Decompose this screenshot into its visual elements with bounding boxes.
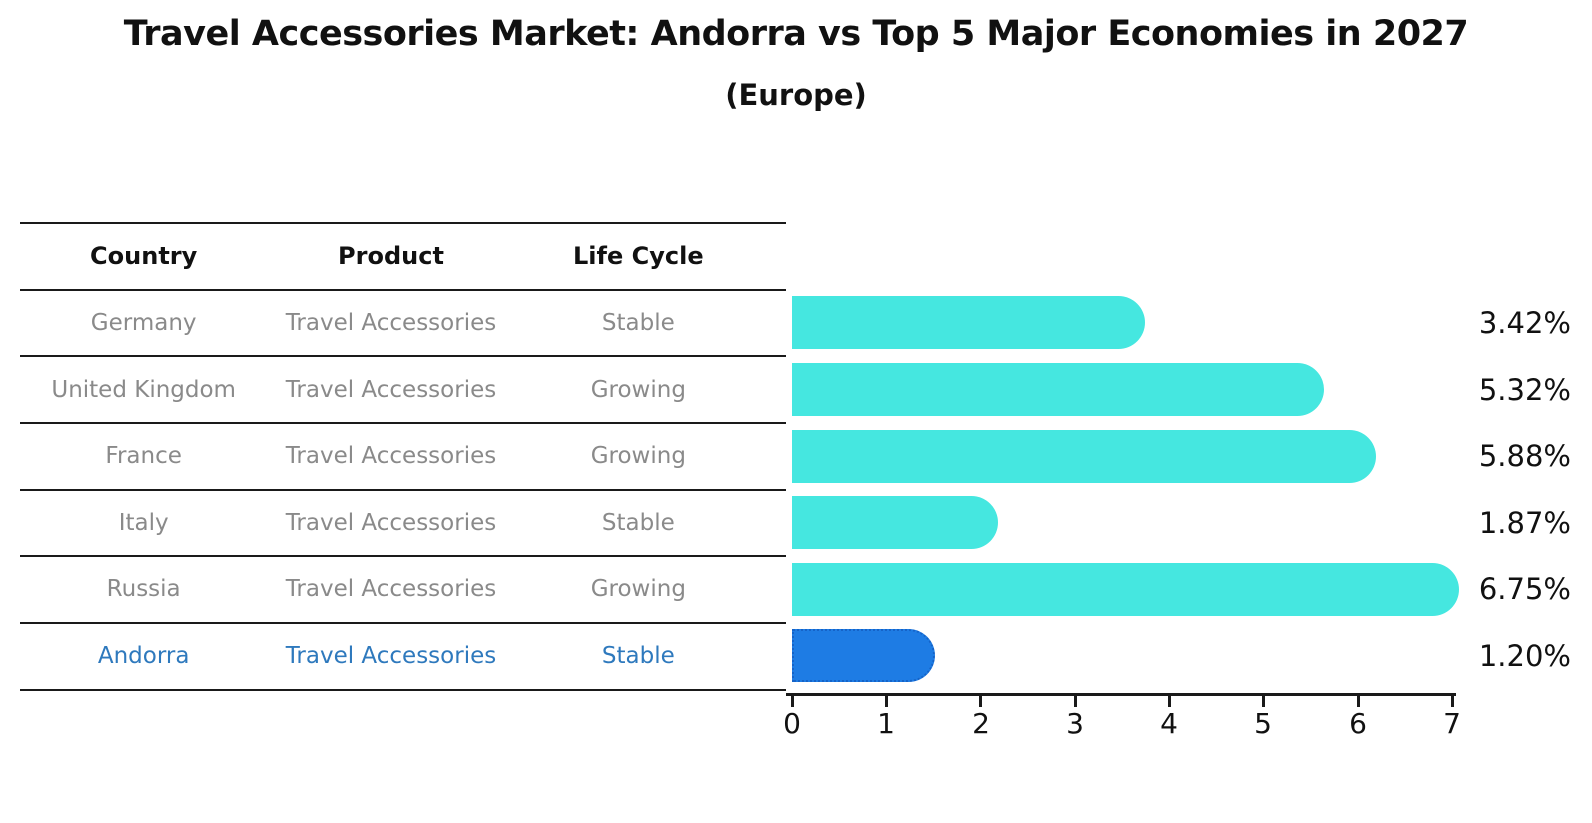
cell-product: Travel Accessories [285,510,497,536]
table-row-italy: Italy Travel Accessories Stable [20,508,762,538]
header-life-cycle: Life Cycle [573,242,704,270]
x-tick [885,693,888,707]
x-tick-label: 5 [1254,707,1272,740]
table-divider [20,222,786,224]
bar-france [792,430,1377,483]
bar-united-kingdom [792,363,1324,416]
value-label-germany: 3.42% [1478,306,1571,340]
cell-product: Travel Accessories [285,443,497,469]
x-tick [1168,693,1171,707]
value-label-russia: 6.75% [1478,572,1571,606]
cell-product: Travel Accessories [285,377,497,403]
x-tick [979,693,982,707]
cell-product: Travel Accessories [285,310,497,336]
cell-country: Andorra [97,643,190,669]
cell-life-cycle: Stable [601,510,675,536]
cell-country: Germany [90,310,197,336]
x-tick-label: 0 [783,707,801,740]
bar-russia [792,563,1459,616]
x-tick [1357,693,1360,707]
value-label-italy: 1.87% [1478,506,1571,540]
value-label-france: 5.88% [1478,439,1571,473]
chart-subtitle: (Europe) [725,78,867,112]
table-row-germany: Germany Travel Accessories Stable [20,308,762,338]
x-tick-label: 4 [1160,707,1178,740]
value-label-andorra: 1.20% [1478,639,1571,673]
cell-country: Russia [106,576,181,602]
cell-life-cycle: Stable [601,643,675,669]
x-tick [1451,693,1454,707]
table-row-andorra: Andorra Travel Accessories Stable [20,641,762,671]
cell-product: Travel Accessories [285,643,497,669]
table-row-united-kingdom: United Kingdom Travel Accessories Growin… [20,375,762,405]
table-header-row: Country Product Life Cycle [20,241,762,271]
table-divider [20,689,786,691]
table-divider [20,422,786,424]
cell-country: United Kingdom [51,377,236,403]
x-axis-line [786,693,1456,696]
x-tick [1074,693,1077,707]
cell-product: Travel Accessories [285,576,497,602]
table-row-russia: Russia Travel Accessories Growing [20,574,762,604]
table-divider [20,622,786,624]
chart-title: Travel Accessories Market: Andorra vs To… [123,14,1469,54]
x-tick-label: 7 [1443,707,1461,740]
value-label-united-kingdom: 5.32% [1478,373,1571,407]
table-divider [20,289,786,291]
cell-life-cycle: Growing [590,576,686,602]
x-tick-label: 3 [1066,707,1084,740]
bar-andorra [792,629,936,682]
cell-life-cycle: Stable [601,310,675,336]
header-product: Product [338,242,444,270]
x-tick-label: 1 [877,707,895,740]
header-country: Country [90,242,198,270]
table-divider [20,489,786,491]
cell-life-cycle: Growing [590,443,686,469]
table-divider [20,355,786,357]
x-tick [1262,693,1265,707]
table-row-france: France Travel Accessories Growing [20,441,762,471]
cell-country: Italy [118,510,169,536]
bar-italy [792,496,999,549]
cell-life-cycle: Growing [590,377,686,403]
x-tick-label: 6 [1349,707,1367,740]
cell-country: France [105,443,182,469]
x-tick-label: 2 [972,707,990,740]
bar-germany [792,296,1145,349]
x-tick [791,693,794,707]
table-divider [20,555,786,557]
